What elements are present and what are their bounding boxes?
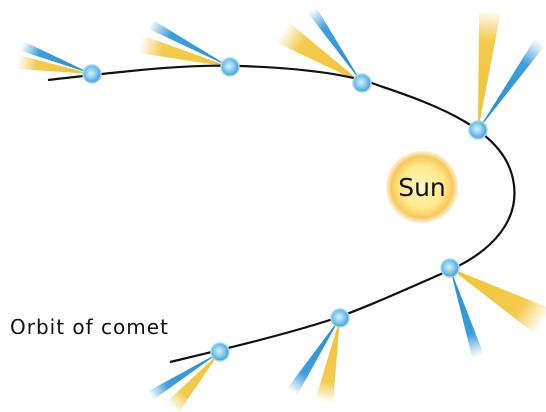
comet-nucleus xyxy=(440,258,460,278)
comet-tail xyxy=(450,268,484,358)
comet-tail xyxy=(137,35,230,67)
comet-nucleus xyxy=(352,73,372,93)
comet-nuclei xyxy=(82,57,488,362)
comet-tail xyxy=(147,352,220,401)
comet-tail xyxy=(275,21,362,84)
orbit-label: Orbit of comet xyxy=(10,315,169,339)
comet-nucleus xyxy=(468,120,488,140)
comet-tail xyxy=(16,55,92,74)
sun xyxy=(386,151,458,223)
comet-tail xyxy=(307,7,362,84)
comet-tail xyxy=(478,38,545,130)
comet-tail xyxy=(478,8,501,131)
comet-nucleus xyxy=(330,308,350,328)
comet-nucleus xyxy=(82,64,102,84)
comet-tail xyxy=(315,318,340,404)
comet-tail xyxy=(165,352,220,412)
comet-nucleus xyxy=(210,342,230,362)
comet-tail xyxy=(147,19,230,67)
sun-label: Sun xyxy=(398,173,446,202)
comet-tail xyxy=(286,318,340,396)
comet-tail xyxy=(450,268,546,336)
comet-nucleus xyxy=(220,57,240,77)
comet-tail xyxy=(20,41,92,74)
comet-tails xyxy=(16,7,546,412)
